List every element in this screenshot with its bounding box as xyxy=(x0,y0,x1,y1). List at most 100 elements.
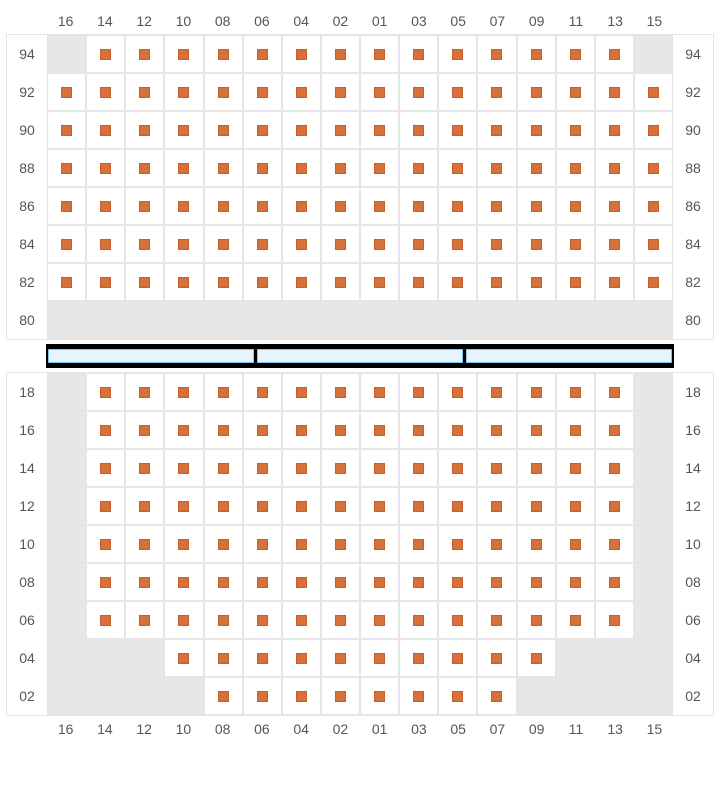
seat-cell[interactable] xyxy=(438,525,477,563)
seat-cell[interactable] xyxy=(360,263,399,301)
seat-cell[interactable] xyxy=(438,487,477,525)
seat-cell[interactable] xyxy=(399,639,438,677)
seat-cell[interactable] xyxy=(634,149,673,187)
seat-cell[interactable] xyxy=(164,263,203,301)
seat-cell[interactable] xyxy=(360,73,399,111)
seat-cell[interactable] xyxy=(556,601,595,639)
seat-cell[interactable] xyxy=(125,111,164,149)
seat-cell[interactable] xyxy=(204,487,243,525)
seat-cell[interactable] xyxy=(164,111,203,149)
seat-cell[interactable] xyxy=(86,263,125,301)
seat-cell[interactable] xyxy=(399,373,438,411)
seat-cell[interactable] xyxy=(556,149,595,187)
seat-cell[interactable] xyxy=(125,373,164,411)
seat-cell[interactable] xyxy=(321,677,360,715)
seat-cell[interactable] xyxy=(47,225,86,263)
seat-cell[interactable] xyxy=(634,111,673,149)
seat-cell[interactable] xyxy=(86,225,125,263)
seat-cell[interactable] xyxy=(243,111,282,149)
seat-cell[interactable] xyxy=(477,449,516,487)
seat-cell[interactable] xyxy=(477,73,516,111)
seat-cell[interactable] xyxy=(595,263,634,301)
seat-cell[interactable] xyxy=(517,639,556,677)
seat-cell[interactable] xyxy=(243,263,282,301)
seat-cell[interactable] xyxy=(47,187,86,225)
seat-cell[interactable] xyxy=(595,373,634,411)
seat-cell[interactable] xyxy=(86,73,125,111)
seat-cell[interactable] xyxy=(204,225,243,263)
seat-cell[interactable] xyxy=(477,149,516,187)
seat-cell[interactable] xyxy=(517,373,556,411)
seat-cell[interactable] xyxy=(243,35,282,73)
seat-cell[interactable] xyxy=(47,149,86,187)
seat-cell[interactable] xyxy=(204,73,243,111)
seat-cell[interactable] xyxy=(321,449,360,487)
seat-cell[interactable] xyxy=(164,563,203,601)
seat-cell[interactable] xyxy=(477,563,516,601)
seat-cell[interactable] xyxy=(360,35,399,73)
seat-cell[interactable] xyxy=(282,411,321,449)
seat-cell[interactable] xyxy=(243,411,282,449)
seat-cell[interactable] xyxy=(360,639,399,677)
seat-cell[interactable] xyxy=(360,111,399,149)
seat-cell[interactable] xyxy=(360,187,399,225)
seat-cell[interactable] xyxy=(399,187,438,225)
seat-cell[interactable] xyxy=(517,73,556,111)
seat-cell[interactable] xyxy=(204,449,243,487)
seat-cell[interactable] xyxy=(517,187,556,225)
seat-cell[interactable] xyxy=(164,149,203,187)
seat-cell[interactable] xyxy=(282,149,321,187)
seat-cell[interactable] xyxy=(438,149,477,187)
seat-cell[interactable] xyxy=(595,35,634,73)
seat-cell[interactable] xyxy=(556,563,595,601)
seat-cell[interactable] xyxy=(243,449,282,487)
seat-cell[interactable] xyxy=(164,487,203,525)
seat-cell[interactable] xyxy=(243,225,282,263)
seat-cell[interactable] xyxy=(86,187,125,225)
seat-cell[interactable] xyxy=(204,563,243,601)
seat-cell[interactable] xyxy=(595,601,634,639)
seat-cell[interactable] xyxy=(556,411,595,449)
seat-cell[interactable] xyxy=(595,487,634,525)
seat-cell[interactable] xyxy=(477,187,516,225)
seat-cell[interactable] xyxy=(399,411,438,449)
seat-cell[interactable] xyxy=(595,525,634,563)
seat-cell[interactable] xyxy=(438,639,477,677)
seat-cell[interactable] xyxy=(204,187,243,225)
seat-cell[interactable] xyxy=(321,601,360,639)
seat-cell[interactable] xyxy=(125,73,164,111)
seat-cell[interactable] xyxy=(125,187,164,225)
seat-cell[interactable] xyxy=(164,73,203,111)
seat-cell[interactable] xyxy=(438,73,477,111)
seat-cell[interactable] xyxy=(595,411,634,449)
seat-cell[interactable] xyxy=(282,187,321,225)
seat-cell[interactable] xyxy=(86,411,125,449)
seat-cell[interactable] xyxy=(360,149,399,187)
seat-cell[interactable] xyxy=(595,149,634,187)
seat-cell[interactable] xyxy=(399,677,438,715)
seat-cell[interactable] xyxy=(282,639,321,677)
seat-cell[interactable] xyxy=(477,601,516,639)
seat-cell[interactable] xyxy=(438,225,477,263)
seat-cell[interactable] xyxy=(282,563,321,601)
seat-cell[interactable] xyxy=(477,487,516,525)
seat-cell[interactable] xyxy=(86,525,125,563)
seat-cell[interactable] xyxy=(399,263,438,301)
seat-cell[interactable] xyxy=(125,263,164,301)
seat-cell[interactable] xyxy=(438,563,477,601)
seat-cell[interactable] xyxy=(164,639,203,677)
seat-cell[interactable] xyxy=(477,373,516,411)
seat-cell[interactable] xyxy=(556,263,595,301)
seat-cell[interactable] xyxy=(517,525,556,563)
seat-cell[interactable] xyxy=(399,487,438,525)
seat-cell[interactable] xyxy=(556,373,595,411)
seat-cell[interactable] xyxy=(556,225,595,263)
seat-cell[interactable] xyxy=(360,373,399,411)
seat-cell[interactable] xyxy=(86,563,125,601)
seat-cell[interactable] xyxy=(517,35,556,73)
seat-cell[interactable] xyxy=(556,187,595,225)
seat-cell[interactable] xyxy=(360,225,399,263)
seat-cell[interactable] xyxy=(204,149,243,187)
seat-cell[interactable] xyxy=(399,73,438,111)
seat-cell[interactable] xyxy=(86,149,125,187)
